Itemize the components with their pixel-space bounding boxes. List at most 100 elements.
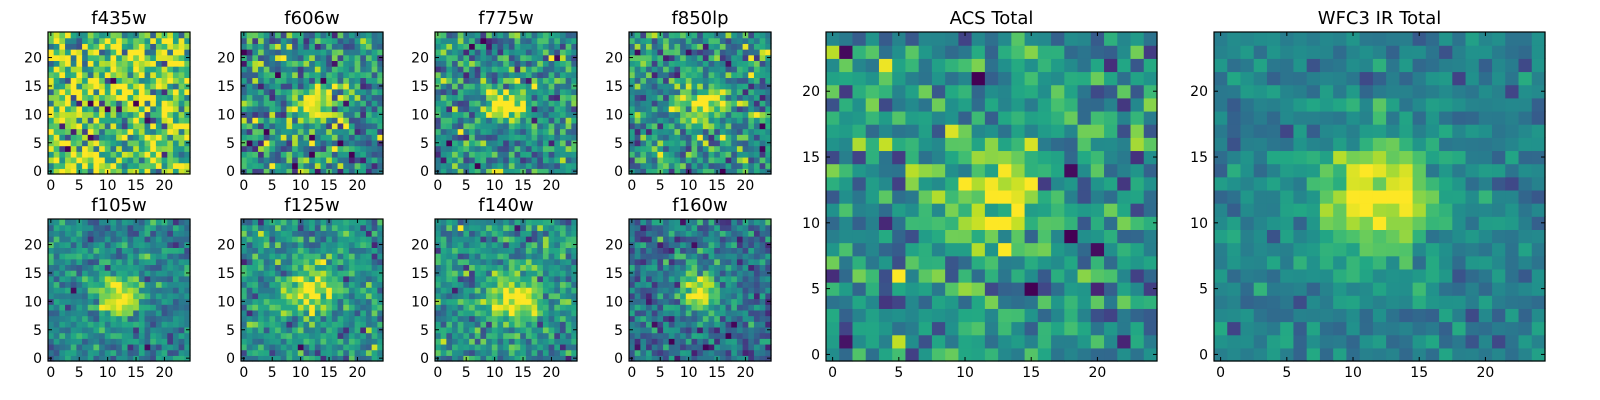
heatmap-cell (457, 168, 464, 175)
heatmap-cell (337, 224, 344, 231)
heatmap-cell (99, 321, 106, 328)
heatmap-cell (252, 156, 259, 164)
heatmap-cell (525, 304, 533, 311)
heatmap-cell (343, 264, 350, 271)
heatmap-cell (150, 253, 157, 260)
heatmap-cell (759, 105, 766, 113)
heatmap-cell (629, 275, 636, 283)
heatmap-cell (520, 258, 527, 266)
heatmap-cell (82, 326, 89, 334)
heatmap-cell (241, 343, 248, 351)
heatmap-cell (104, 49, 112, 56)
heatmap-cell (765, 37, 772, 44)
heatmap-cell (697, 111, 704, 118)
heatmap-cell (360, 236, 367, 243)
heatmap-cell (53, 162, 60, 169)
heatmap-cell (87, 111, 95, 118)
heatmap-cell (258, 134, 265, 141)
heatmap-cell (48, 349, 55, 356)
heatmap-cell (104, 292, 112, 300)
heatmap-cell (150, 111, 157, 118)
heatmap-cell (326, 321, 333, 328)
heatmap-cell (486, 151, 493, 158)
heatmap-cell (161, 275, 168, 283)
heatmap-cell (525, 349, 533, 356)
heatmap-cell (246, 105, 253, 113)
heatmap-cell (525, 77, 533, 84)
heatmap-cell (167, 270, 174, 277)
heatmap-cell (178, 264, 185, 271)
heatmap-cell (548, 270, 555, 277)
heatmap-cell (326, 37, 333, 44)
heatmap-cell (537, 247, 544, 254)
heatmap-cell (70, 145, 77, 152)
heatmap-cell (167, 128, 174, 135)
heatmap-cell (514, 105, 521, 113)
heatmap-cell (748, 100, 755, 107)
heatmap-cell (258, 128, 265, 135)
heatmap-cell (520, 247, 527, 254)
heatmap-cell (531, 236, 538, 243)
heatmap-cell (331, 105, 339, 113)
heatmap-cell (559, 111, 567, 118)
heatmap-cell (708, 162, 715, 169)
heatmap-cell (53, 355, 60, 362)
heatmap-cell (469, 338, 476, 345)
heatmap-cell (326, 77, 333, 84)
heatmap-cell (292, 83, 299, 90)
heatmap-cell (246, 49, 253, 56)
heatmap-cell (337, 241, 344, 248)
heatmap-cell (252, 309, 259, 317)
heatmap-cell (435, 338, 442, 345)
heatmap-cell (542, 128, 550, 135)
heatmap-cell (133, 304, 140, 311)
heatmap-cell (531, 343, 538, 351)
heatmap-cell (457, 122, 464, 130)
heatmap-cell (320, 77, 327, 84)
heatmap-cell (548, 54, 555, 61)
heatmap-cell (685, 77, 693, 84)
heatmap-cell (360, 122, 367, 130)
heatmap-cell (178, 309, 185, 317)
heatmap-cell (286, 355, 293, 362)
heatmap-cell (742, 134, 749, 141)
heatmap-cell (258, 253, 265, 260)
heatmap-cell (736, 83, 744, 90)
heatmap-cell (110, 134, 117, 141)
heatmap-cell (155, 94, 163, 101)
heatmap-cell (275, 247, 282, 254)
heatmap-cell (725, 156, 732, 164)
heatmap-cell (263, 100, 270, 107)
heatmap-cell (87, 128, 95, 135)
heatmap-cell (629, 338, 636, 345)
heatmap-cell (668, 100, 676, 107)
heatmap-cell (343, 105, 350, 113)
heatmap-cell (640, 111, 647, 118)
heatmap-cell (258, 287, 265, 294)
heatmap-cell (65, 111, 72, 118)
y-tick-label: 15 (24, 266, 42, 282)
heatmap-cell (440, 77, 447, 84)
heatmap-cell (435, 247, 442, 254)
heatmap-cell (127, 270, 134, 277)
heatmap-cell (127, 145, 134, 152)
heatmap-cell (742, 94, 749, 101)
heatmap-cell (748, 298, 755, 305)
heatmap-cell (646, 151, 653, 158)
heatmap-cell (486, 88, 493, 96)
heatmap-cell (348, 134, 356, 141)
heatmap-cell (753, 60, 761, 67)
heatmap-cell (731, 287, 738, 294)
heatmap-cell (292, 139, 299, 147)
heatmap-cell (172, 236, 180, 243)
heatmap-cell (714, 326, 721, 334)
heatmap-cell (70, 77, 77, 84)
heatmap-cell (59, 292, 66, 300)
heatmap-cell (548, 77, 555, 84)
heatmap-cell (167, 321, 174, 328)
heatmap-cell (542, 230, 550, 237)
heatmap-cell (514, 270, 521, 277)
heatmap-cell (303, 326, 310, 334)
heatmap-cell (503, 332, 510, 339)
heatmap-cell (53, 94, 60, 101)
